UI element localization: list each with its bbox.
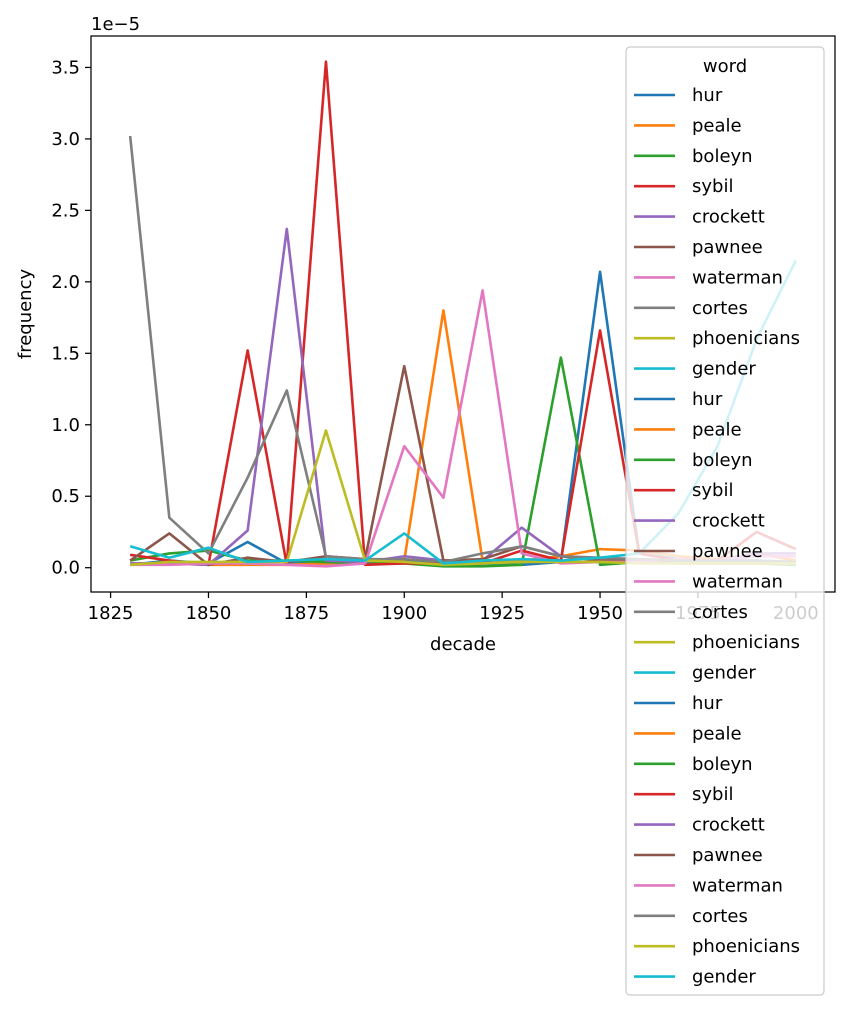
y-tick-label: 2.0 (51, 272, 80, 293)
legend-label-gender: gender (692, 663, 756, 684)
x-tick-label: 1925 (479, 603, 525, 624)
legend-label-gender: gender (692, 359, 756, 380)
x-tick-label: 1825 (88, 603, 134, 624)
legend-label-sybil: sybil (692, 784, 733, 805)
legend-label-peale: peale (692, 723, 742, 744)
legend-label-hur: hur (692, 693, 723, 714)
legend-label-sybil: sybil (692, 480, 733, 501)
plot-frame (90, 35, 836, 593)
legend-label-phoenicians: phoenicians (692, 328, 800, 349)
y-tick-label: 3.5 (51, 57, 80, 78)
y-tick-label: 1.5 (51, 343, 80, 364)
y-tick-label: 1.0 (51, 415, 80, 436)
legend-label-boleyn: boleyn (692, 450, 753, 471)
x-tick-label: 1850 (186, 603, 232, 624)
legend-label-peale: peale (692, 115, 742, 136)
legend-title: word (703, 56, 747, 77)
legend-label-phoenicians: phoenicians (692, 936, 800, 957)
y-offset-label: 1e−5 (91, 14, 140, 35)
y-tick-label: 0.5 (51, 486, 80, 507)
legend-label-cortes: cortes (692, 602, 748, 623)
legend-label-crockett: crockett (692, 207, 765, 228)
legend-label-pawnee: pawnee (692, 845, 763, 866)
legend-label-pawnee: pawnee (692, 237, 763, 258)
legend-items: hur peale boleyn sybil crockett pawnee waterma… (634, 85, 800, 988)
legend-label-cortes: cortes (692, 906, 748, 927)
y-tick-label: 0.0 (51, 558, 80, 579)
legend-label-waterman: waterman (692, 571, 783, 592)
legend-label-phoenicians: phoenicians (692, 632, 800, 653)
legend-label-hur: hur (692, 85, 723, 106)
y-axis-label: frequency (15, 269, 36, 360)
legend: word hur peale boleyn sybil crockett pawnee wa… (625, 46, 825, 996)
legend-label-boleyn: boleyn (692, 146, 753, 167)
legend-label-gender: gender (692, 967, 756, 988)
y-axis: 0.0 0.5 1.0 1.5 2.0 2.5 3.0 3.5 (51, 57, 91, 579)
legend-label-hur: hur (692, 389, 723, 410)
legend-label-peale: peale (692, 419, 742, 440)
legend-label-waterman: waterman (692, 875, 783, 896)
legend-label-cortes: cortes (692, 298, 748, 319)
legend-label-sybil: sybil (692, 176, 733, 197)
y-tick-label: 2.5 (51, 200, 80, 221)
y-tick-label: 3.0 (51, 129, 80, 150)
legend-label-crockett: crockett (692, 511, 765, 532)
legend-label-pawnee: pawnee (692, 541, 763, 562)
legend-label-crockett: crockett (692, 815, 765, 836)
legend-box (625, 46, 825, 996)
x-tick-label: 1875 (283, 603, 329, 624)
legend-label-boleyn: boleyn (692, 754, 753, 775)
x-tick-label: 1950 (577, 603, 623, 624)
x-tick-label: 1900 (381, 603, 427, 624)
legend-label-waterman: waterman (692, 267, 783, 288)
x-axis-label: decade (430, 634, 496, 655)
